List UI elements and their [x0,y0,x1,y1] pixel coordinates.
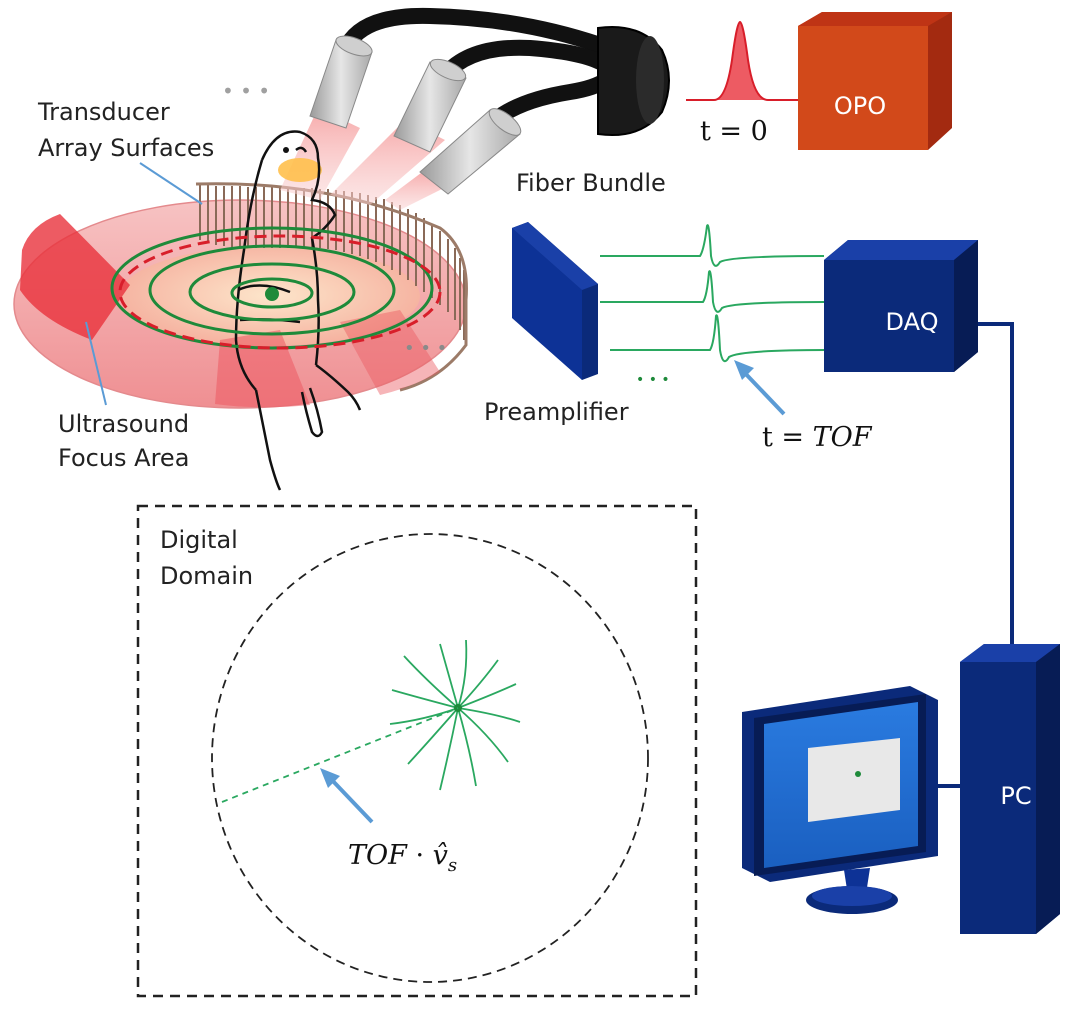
t-zero-label: t = 0 [700,116,768,147]
tof-arrow-head [734,360,754,380]
preamplifier-box [512,222,598,380]
preamplifier-label: Preamplifier [484,398,629,426]
fish-eye [283,147,289,153]
transducer-leader-line [139,162,203,205]
monitor [742,686,938,914]
ultrasound-label-line2: Focus Area [58,444,189,472]
tof-vs-dot: · [407,840,433,871]
signal-trace-3 [610,314,827,363]
fiber-collimator-2 [393,58,467,153]
absorber-point [265,287,279,301]
fiber-collimator-3 [419,108,522,195]
ultrasound-leader-line [85,321,107,406]
daq-label: DAQ [886,308,939,336]
signals-ellipsis: • • • [636,372,670,388]
t-tof-prefix: t = [762,422,813,453]
ultrasound-label-line1: Ultrasound [58,410,189,438]
signal-trace-2 [600,270,825,313]
fiber-bundle [309,7,670,195]
signal-trace-1 [600,224,825,267]
top-ellipsis: • • • [222,79,270,103]
laser-pulse [686,20,800,101]
t-tof-label: t = TOF [762,422,873,453]
digital-domain-frame [136,504,698,998]
screen-image [808,738,900,822]
acoustic-wavefronts [110,226,434,350]
tof-vs-label: TOF · v̂s [348,840,457,876]
ring-ellipsis: • • • [404,338,447,359]
digital-domain-label-line1: Digital [160,526,238,554]
opo-label: OPO [834,92,886,120]
laser-right-sector [340,310,440,395]
tof-vs-v: v̂ [433,840,448,871]
daq-pc-cable [978,322,1014,644]
digital-domain-label-line2: Domain [160,562,253,590]
daq-box [824,240,978,372]
pc-label: PC [1000,782,1031,810]
t-tof-var: TOF [813,422,873,453]
tof-arrow-shaft [740,368,786,416]
transducer-label-line1: Transducer [37,98,170,126]
signal-traces [600,224,827,363]
opo-box [798,12,952,150]
tof-vs-sub: s [448,855,457,876]
ultrasound-focus-ring [118,234,442,350]
transducer-label-line2: Array Surfaces [38,134,214,162]
tofv-arrow-shaft [328,776,374,824]
backprojection-starburst [389,639,521,791]
reconstruction-circle [211,533,649,983]
fiber-bundle-label: Fiber Bundle [516,169,666,197]
tof-dashed-ray [221,707,459,803]
pc-tower [960,644,1060,934]
fiber-collimator-1 [309,35,373,129]
transducer-ring: • • • [13,182,468,409]
screen-point [855,771,861,777]
tofv-arrow-head [320,768,340,788]
tof-vs-var: TOF [348,840,408,871]
laser-left-sector [20,214,130,340]
